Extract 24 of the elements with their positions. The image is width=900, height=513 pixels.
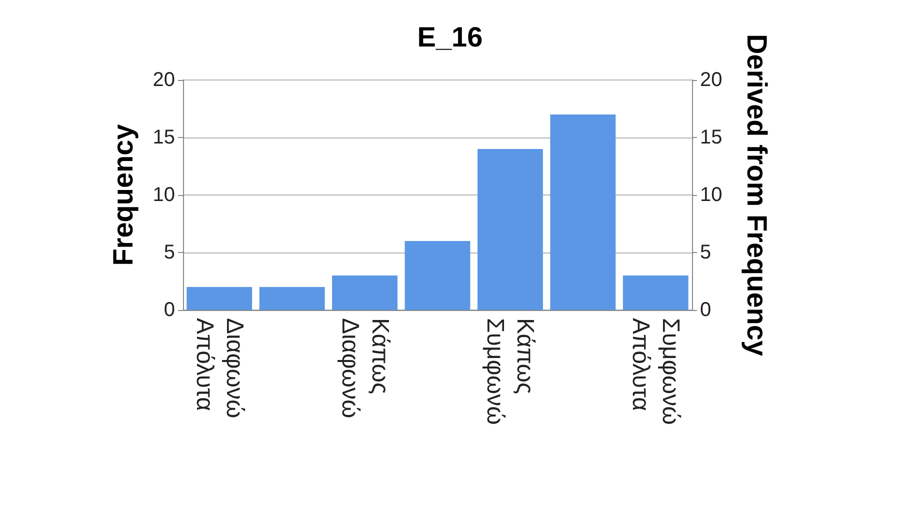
y-tick-label: 0 <box>164 299 175 321</box>
bar <box>259 287 325 310</box>
chart-title: E_16 <box>417 22 483 52</box>
y2-tick-label: 5 <box>700 242 712 264</box>
y2-tick-label: 20 <box>700 69 722 91</box>
y2-tick-label: 15 <box>700 126 722 148</box>
y2-axis-title: Derived from Frequency <box>742 34 772 356</box>
x-tick-label: Κάπως Διαφωνώ <box>336 318 394 418</box>
y-tick-label: 5 <box>164 242 175 264</box>
bar <box>550 114 616 310</box>
bar <box>404 241 470 310</box>
bar <box>332 276 398 310</box>
x-tick-label: Συμφωνώ Απόλυτα <box>627 318 684 425</box>
y-tick-label: 20 <box>152 69 175 91</box>
bar <box>186 287 252 310</box>
y-axis-title: Frequency <box>108 124 138 266</box>
x-tick-label: Διαφωνώ Απόλυτα <box>190 318 248 418</box>
bar <box>477 149 543 310</box>
y-tick-label: 15 <box>152 126 175 148</box>
y-tick-label: 10 <box>152 184 175 206</box>
x-tick-label: Κάπως Συμφωνώ <box>482 318 539 425</box>
y2-tick-label: 0 <box>700 299 712 321</box>
y2-tick-label: 10 <box>700 184 722 206</box>
bar <box>622 276 688 310</box>
